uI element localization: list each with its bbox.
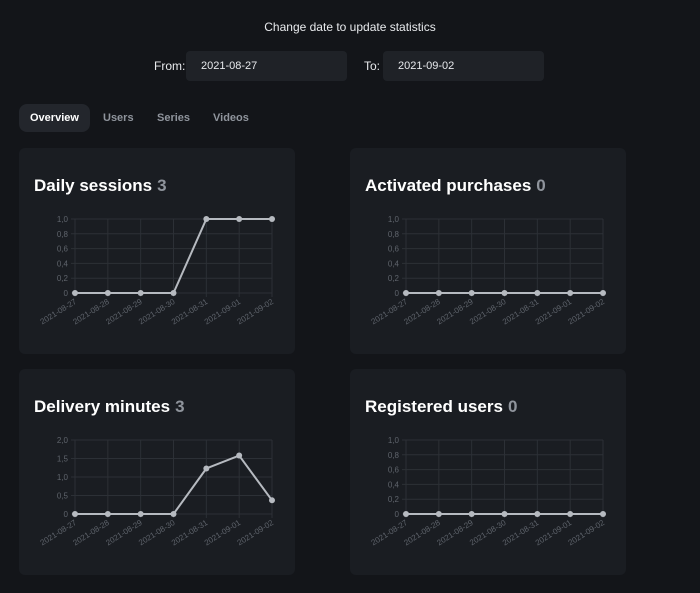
y-tick-label: 0,4 bbox=[388, 259, 400, 268]
from-label: From: bbox=[154, 59, 186, 73]
data-point bbox=[236, 452, 243, 459]
y-tick-label: 0,6 bbox=[57, 245, 69, 254]
x-tick-label: 2021-09-02 bbox=[567, 518, 607, 548]
y-tick-label: 1,5 bbox=[57, 455, 69, 464]
activated-purchases-card: Activated purchases 0 0 0,2 0,4 0,6 0,8 1,0 202… bbox=[350, 148, 626, 354]
data-point bbox=[236, 216, 243, 222]
chart-count: 3 bbox=[157, 176, 167, 195]
tab-videos[interactable]: Videos bbox=[213, 112, 249, 124]
y-tick-label: 0,8 bbox=[57, 230, 69, 239]
from-date-input[interactable] bbox=[186, 51, 347, 81]
date-range-row: From: To: bbox=[0, 51, 700, 81]
tab-users[interactable]: Users bbox=[103, 112, 134, 124]
chart-title: Registered users bbox=[365, 397, 503, 416]
chart-count: 0 bbox=[536, 176, 546, 195]
data-point bbox=[600, 290, 606, 296]
data-point bbox=[137, 511, 144, 517]
y-tick-label: 1,0 bbox=[57, 215, 69, 224]
y-tick-label: 0,8 bbox=[388, 230, 400, 239]
data-point bbox=[534, 290, 541, 296]
tab-series[interactable]: Series bbox=[157, 112, 191, 124]
registered-users-chart: 00,20,40,60,81,02021-08-272021-08-282021… bbox=[370, 436, 607, 548]
y-tick-label: 0,2 bbox=[57, 274, 69, 283]
grid bbox=[71, 439, 273, 518]
date-hint: Change date to update statistics bbox=[264, 20, 436, 34]
y-tick-label: 0,4 bbox=[388, 480, 400, 489]
chart-count: 3 bbox=[175, 397, 185, 416]
data-point bbox=[468, 511, 475, 517]
data-point bbox=[534, 511, 541, 517]
data-point bbox=[435, 290, 442, 296]
data-point bbox=[600, 511, 606, 517]
data-point bbox=[203, 465, 210, 472]
data-point bbox=[104, 290, 111, 296]
to-label: To: bbox=[364, 59, 381, 73]
data-point bbox=[72, 290, 78, 296]
y-tick-label: 0,8 bbox=[388, 451, 400, 460]
delivery-minutes-chart: 00,51,01,52,02021-08-272021-08-282021-08… bbox=[39, 436, 276, 548]
y-tick-label: 0 bbox=[395, 289, 400, 298]
grid bbox=[71, 218, 273, 297]
grid bbox=[402, 439, 604, 518]
data-point bbox=[567, 290, 574, 296]
data-point bbox=[501, 511, 508, 517]
to-date-input[interactable] bbox=[383, 51, 544, 81]
y-tick-label: 0 bbox=[64, 289, 69, 298]
daily-sessions-card: Daily sessions 3 0 0,2 0,4 0,6 0,8 1,0 2021-08-… bbox=[19, 148, 295, 354]
y-tick-label: 0,5 bbox=[57, 492, 69, 501]
data-point bbox=[203, 216, 210, 222]
y-tick-label: 2,0 bbox=[57, 436, 69, 445]
y-tick-label: 0,6 bbox=[388, 466, 400, 475]
chart-count: 0 bbox=[507, 397, 518, 416]
x-tick-label: 2021-09-02 bbox=[567, 297, 607, 327]
grid bbox=[402, 218, 604, 297]
daily-sessions-chart: 00,20,40,60,81,02021-08-272021-08-282021… bbox=[39, 215, 276, 327]
activated-purchases-chart: 00,20,40,60,81,02021-08-272021-08-282021… bbox=[370, 215, 607, 327]
data-point bbox=[72, 511, 78, 517]
data-point bbox=[137, 290, 144, 296]
y-tick-label: 1,0 bbox=[57, 473, 69, 482]
x-tick-label: 2021-09-02 bbox=[236, 297, 276, 327]
data-point bbox=[468, 290, 475, 296]
y-tick-label: 0,6 bbox=[388, 245, 400, 254]
y-tick-label: 1,0 bbox=[388, 436, 400, 445]
card-title: Delivery minutes 3 bbox=[34, 397, 185, 417]
chart-title: Delivery minutes bbox=[34, 397, 171, 416]
y-tick-label: 1,0 bbox=[388, 215, 400, 224]
y-tick-label: 0,2 bbox=[388, 274, 400, 283]
y-tick-label: 0 bbox=[395, 510, 400, 519]
data-point bbox=[403, 511, 409, 517]
data-point bbox=[104, 511, 111, 517]
registered-users-card: Registered users 0 0 0,2 0,4 0,6 0,8 1,0 2021-0… bbox=[350, 369, 626, 575]
data-point bbox=[435, 511, 442, 517]
data-point bbox=[567, 511, 574, 517]
card-title: Daily sessions 3 bbox=[34, 176, 167, 196]
y-tick-label: 0,4 bbox=[57, 259, 69, 268]
data-point bbox=[170, 511, 177, 517]
y-tick-label: 0 bbox=[64, 510, 69, 519]
chart-title: Activated purchases bbox=[365, 176, 532, 195]
data-point bbox=[501, 290, 508, 296]
card-title: Registered users 0 bbox=[365, 397, 517, 417]
data-point bbox=[170, 290, 177, 296]
data-point bbox=[269, 216, 275, 222]
tab-overview[interactable]: Overview bbox=[19, 104, 90, 132]
chart-title: Daily sessions bbox=[34, 176, 153, 195]
delivery-minutes-card: Delivery minutes 3 0 0,5 1,0 1,5 2,0 2021-08-2… bbox=[19, 369, 295, 575]
x-tick-label: 2021-09-02 bbox=[236, 518, 276, 548]
data-point bbox=[403, 290, 409, 296]
card-title: Activated purchases 0 bbox=[365, 176, 546, 196]
data-point bbox=[269, 497, 275, 504]
y-tick-label: 0,2 bbox=[388, 495, 400, 504]
